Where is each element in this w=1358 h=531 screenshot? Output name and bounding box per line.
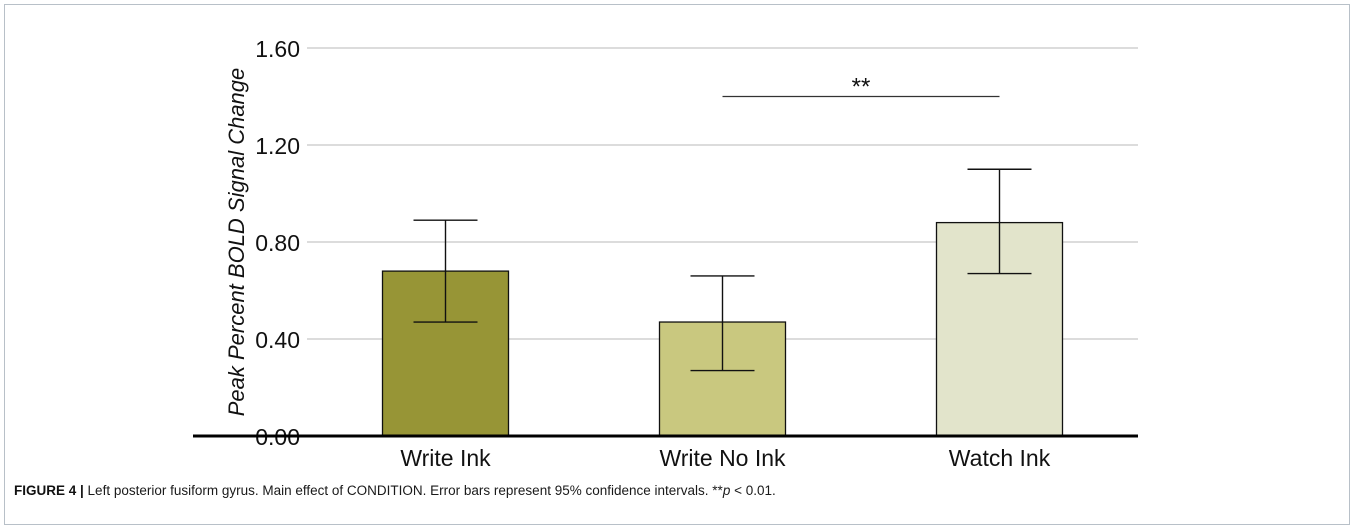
y-tick-labels: 0.000.400.801.201.60	[255, 36, 300, 450]
y-axis-label: Peak Percent BOLD Signal Change	[224, 68, 249, 417]
y-tick-label: 1.60	[255, 36, 300, 62]
significance-label: **	[852, 74, 871, 101]
figure-label: FIGURE 4 |	[14, 483, 84, 498]
y-tick-label: 0.80	[255, 230, 300, 256]
caption-p-symbol: p	[722, 483, 731, 498]
x-category-labels: Write Ink Write No Ink Watch Ink	[400, 445, 1050, 471]
y-tick-label: 0.40	[255, 327, 300, 353]
x-category-label: Write Ink	[400, 445, 491, 471]
figure-frame	[4, 4, 1350, 525]
caption-text: Left posterior fusiform gyrus. Main effe…	[83, 483, 723, 498]
x-category-label: Watch Ink	[949, 445, 1051, 471]
caption-p-rest: < 0.01.	[730, 483, 776, 498]
x-category-label: Write No Ink	[659, 445, 786, 471]
error-bars	[413, 168, 1032, 372]
bar-chart: 0.000.400.801.201.60 Write Ink Write No I…	[193, 36, 1138, 471]
y-tick-label: 1.20	[255, 133, 300, 159]
significance-annotation: **	[722, 74, 1000, 101]
figure-caption: FIGURE 4 | Left posterior fusiform gyrus…	[14, 483, 1334, 498]
